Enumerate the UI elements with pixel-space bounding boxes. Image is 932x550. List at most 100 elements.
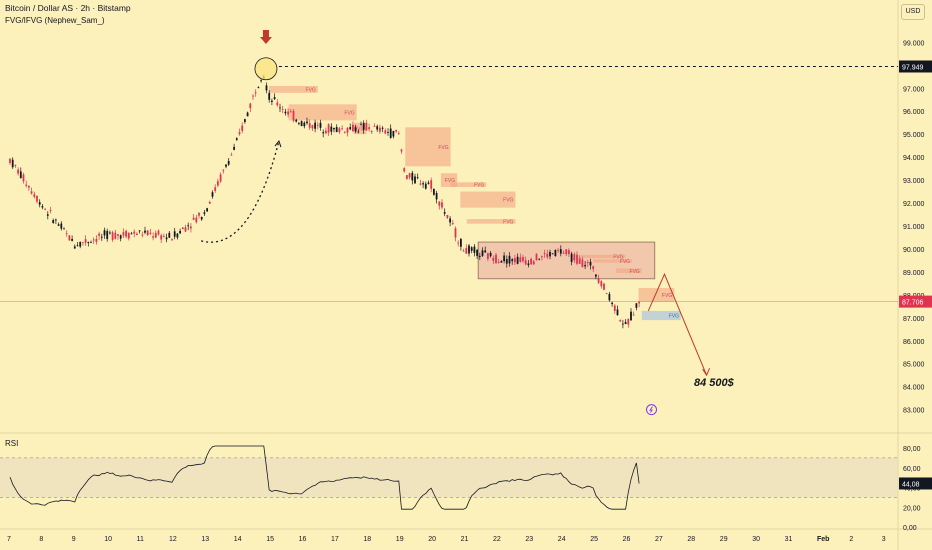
candle-body[interactable] — [330, 126, 333, 132]
candle-body[interactable] — [314, 122, 316, 129]
candle-body[interactable] — [616, 309, 619, 316]
chart-title[interactable]: Bitcoin / Dollar AS · 2h · Bitstamp — [5, 3, 131, 13]
candle-body[interactable] — [289, 111, 292, 113]
candle-body[interactable] — [381, 127, 384, 129]
candle-body[interactable] — [384, 130, 387, 134]
candle-body[interactable] — [111, 232, 114, 240]
candle-body[interactable] — [516, 256, 519, 264]
candle-body[interactable] — [246, 112, 249, 117]
candle-body[interactable] — [82, 242, 84, 244]
candle-body[interactable] — [33, 194, 36, 197]
indicator-label[interactable]: FVG/IFVG (Nephew_Sam_) — [5, 16, 105, 25]
candle-body[interactable] — [146, 230, 149, 236]
candle-body[interactable] — [406, 175, 408, 179]
candle-body[interactable] — [238, 132, 241, 135]
candle-body[interactable] — [532, 261, 535, 265]
candle-body[interactable] — [481, 250, 484, 256]
candle-body[interactable] — [325, 130, 327, 134]
candle-body[interactable] — [119, 235, 122, 239]
candle-body[interactable] — [605, 292, 608, 294]
candle-body[interactable] — [68, 235, 71, 241]
candle-body[interactable] — [608, 293, 611, 301]
candle-body[interactable] — [578, 258, 581, 264]
candle-body[interactable] — [565, 249, 568, 255]
candle-body[interactable] — [451, 223, 454, 225]
candle-body[interactable] — [100, 236, 103, 238]
candle-body[interactable] — [219, 174, 222, 182]
candle-body[interactable] — [441, 202, 443, 208]
candle-body[interactable] — [492, 257, 495, 261]
fvg-zone[interactable] — [615, 268, 642, 274]
candle-body[interactable] — [133, 231, 136, 234]
candle-body[interactable] — [613, 305, 616, 311]
candle-body[interactable] — [595, 274, 597, 277]
candle-body[interactable] — [130, 233, 133, 235]
rsi-line[interactable] — [9, 445, 640, 510]
fvg-zone[interactable] — [450, 182, 487, 187]
candle-body[interactable] — [163, 236, 165, 237]
candle-body[interactable] — [279, 107, 281, 109]
candle-body[interactable] — [125, 230, 127, 237]
candle-body[interactable] — [354, 127, 357, 132]
candle-body[interactable] — [414, 176, 416, 184]
candle-body[interactable] — [109, 232, 111, 234]
candle-body[interactable] — [276, 102, 279, 106]
candle-body[interactable] — [55, 219, 57, 221]
candle-body[interactable] — [543, 253, 546, 255]
candle-body[interactable] — [538, 258, 541, 260]
candle-body[interactable] — [25, 184, 28, 186]
candle-body[interactable] — [36, 196, 38, 202]
candle-body[interactable] — [311, 125, 314, 129]
candle-body[interactable] — [322, 132, 325, 134]
candle-body[interactable] — [298, 123, 300, 124]
candle-body[interactable] — [17, 169, 19, 174]
candle-body[interactable] — [138, 230, 141, 232]
candle-body[interactable] — [300, 121, 303, 127]
candle-body[interactable] — [179, 230, 181, 234]
candle-body[interactable] — [424, 183, 427, 189]
fvg-zone[interactable] — [466, 219, 516, 224]
highlight-circle[interactable] — [254, 57, 278, 81]
candle-body[interactable] — [427, 182, 430, 184]
candle-body[interactable] — [568, 250, 570, 254]
fvg-zone[interactable] — [405, 127, 451, 167]
candle-body[interactable] — [489, 252, 492, 257]
candle-body[interactable] — [152, 236, 154, 238]
candle-body[interactable] — [335, 127, 338, 133]
candle-body[interactable] — [627, 318, 630, 325]
momentum-curve[interactable] — [200, 140, 280, 243]
candle-body[interactable] — [295, 119, 298, 122]
candle-body[interactable] — [28, 185, 30, 188]
candle-body[interactable] — [389, 128, 392, 138]
candle-body[interactable] — [198, 212, 200, 216]
candle-body[interactable] — [190, 226, 192, 229]
candle-body[interactable] — [557, 249, 559, 251]
candle-body[interactable] — [241, 125, 244, 131]
candle-body[interactable] — [87, 241, 90, 243]
candle-body[interactable] — [217, 181, 219, 186]
candle-body[interactable] — [562, 252, 565, 254]
candle-body[interactable] — [327, 124, 330, 133]
candle-body[interactable] — [284, 111, 287, 114]
candle-body[interactable] — [416, 177, 419, 179]
candle-body[interactable] — [484, 250, 487, 253]
candle-body[interactable] — [114, 232, 117, 239]
candle-body[interactable] — [473, 246, 476, 253]
candle-body[interactable] — [341, 128, 343, 130]
candle-body[interactable] — [252, 95, 254, 97]
candle-body[interactable] — [495, 254, 497, 264]
candle-body[interactable] — [281, 109, 284, 110]
candle-body[interactable] — [470, 247, 473, 251]
candle-body[interactable] — [559, 249, 562, 254]
candle-body[interactable] — [573, 254, 576, 261]
ifvg-zone[interactable] — [641, 310, 681, 321]
fvg-zone[interactable] — [580, 254, 626, 259]
candle-body[interactable] — [106, 230, 109, 239]
candle-body[interactable] — [370, 131, 373, 133]
candle-body[interactable] — [514, 258, 516, 263]
candle-body[interactable] — [181, 227, 184, 230]
candle-body[interactable] — [176, 233, 179, 238]
candle-body[interactable] — [478, 255, 481, 257]
candle-body[interactable] — [319, 122, 322, 128]
